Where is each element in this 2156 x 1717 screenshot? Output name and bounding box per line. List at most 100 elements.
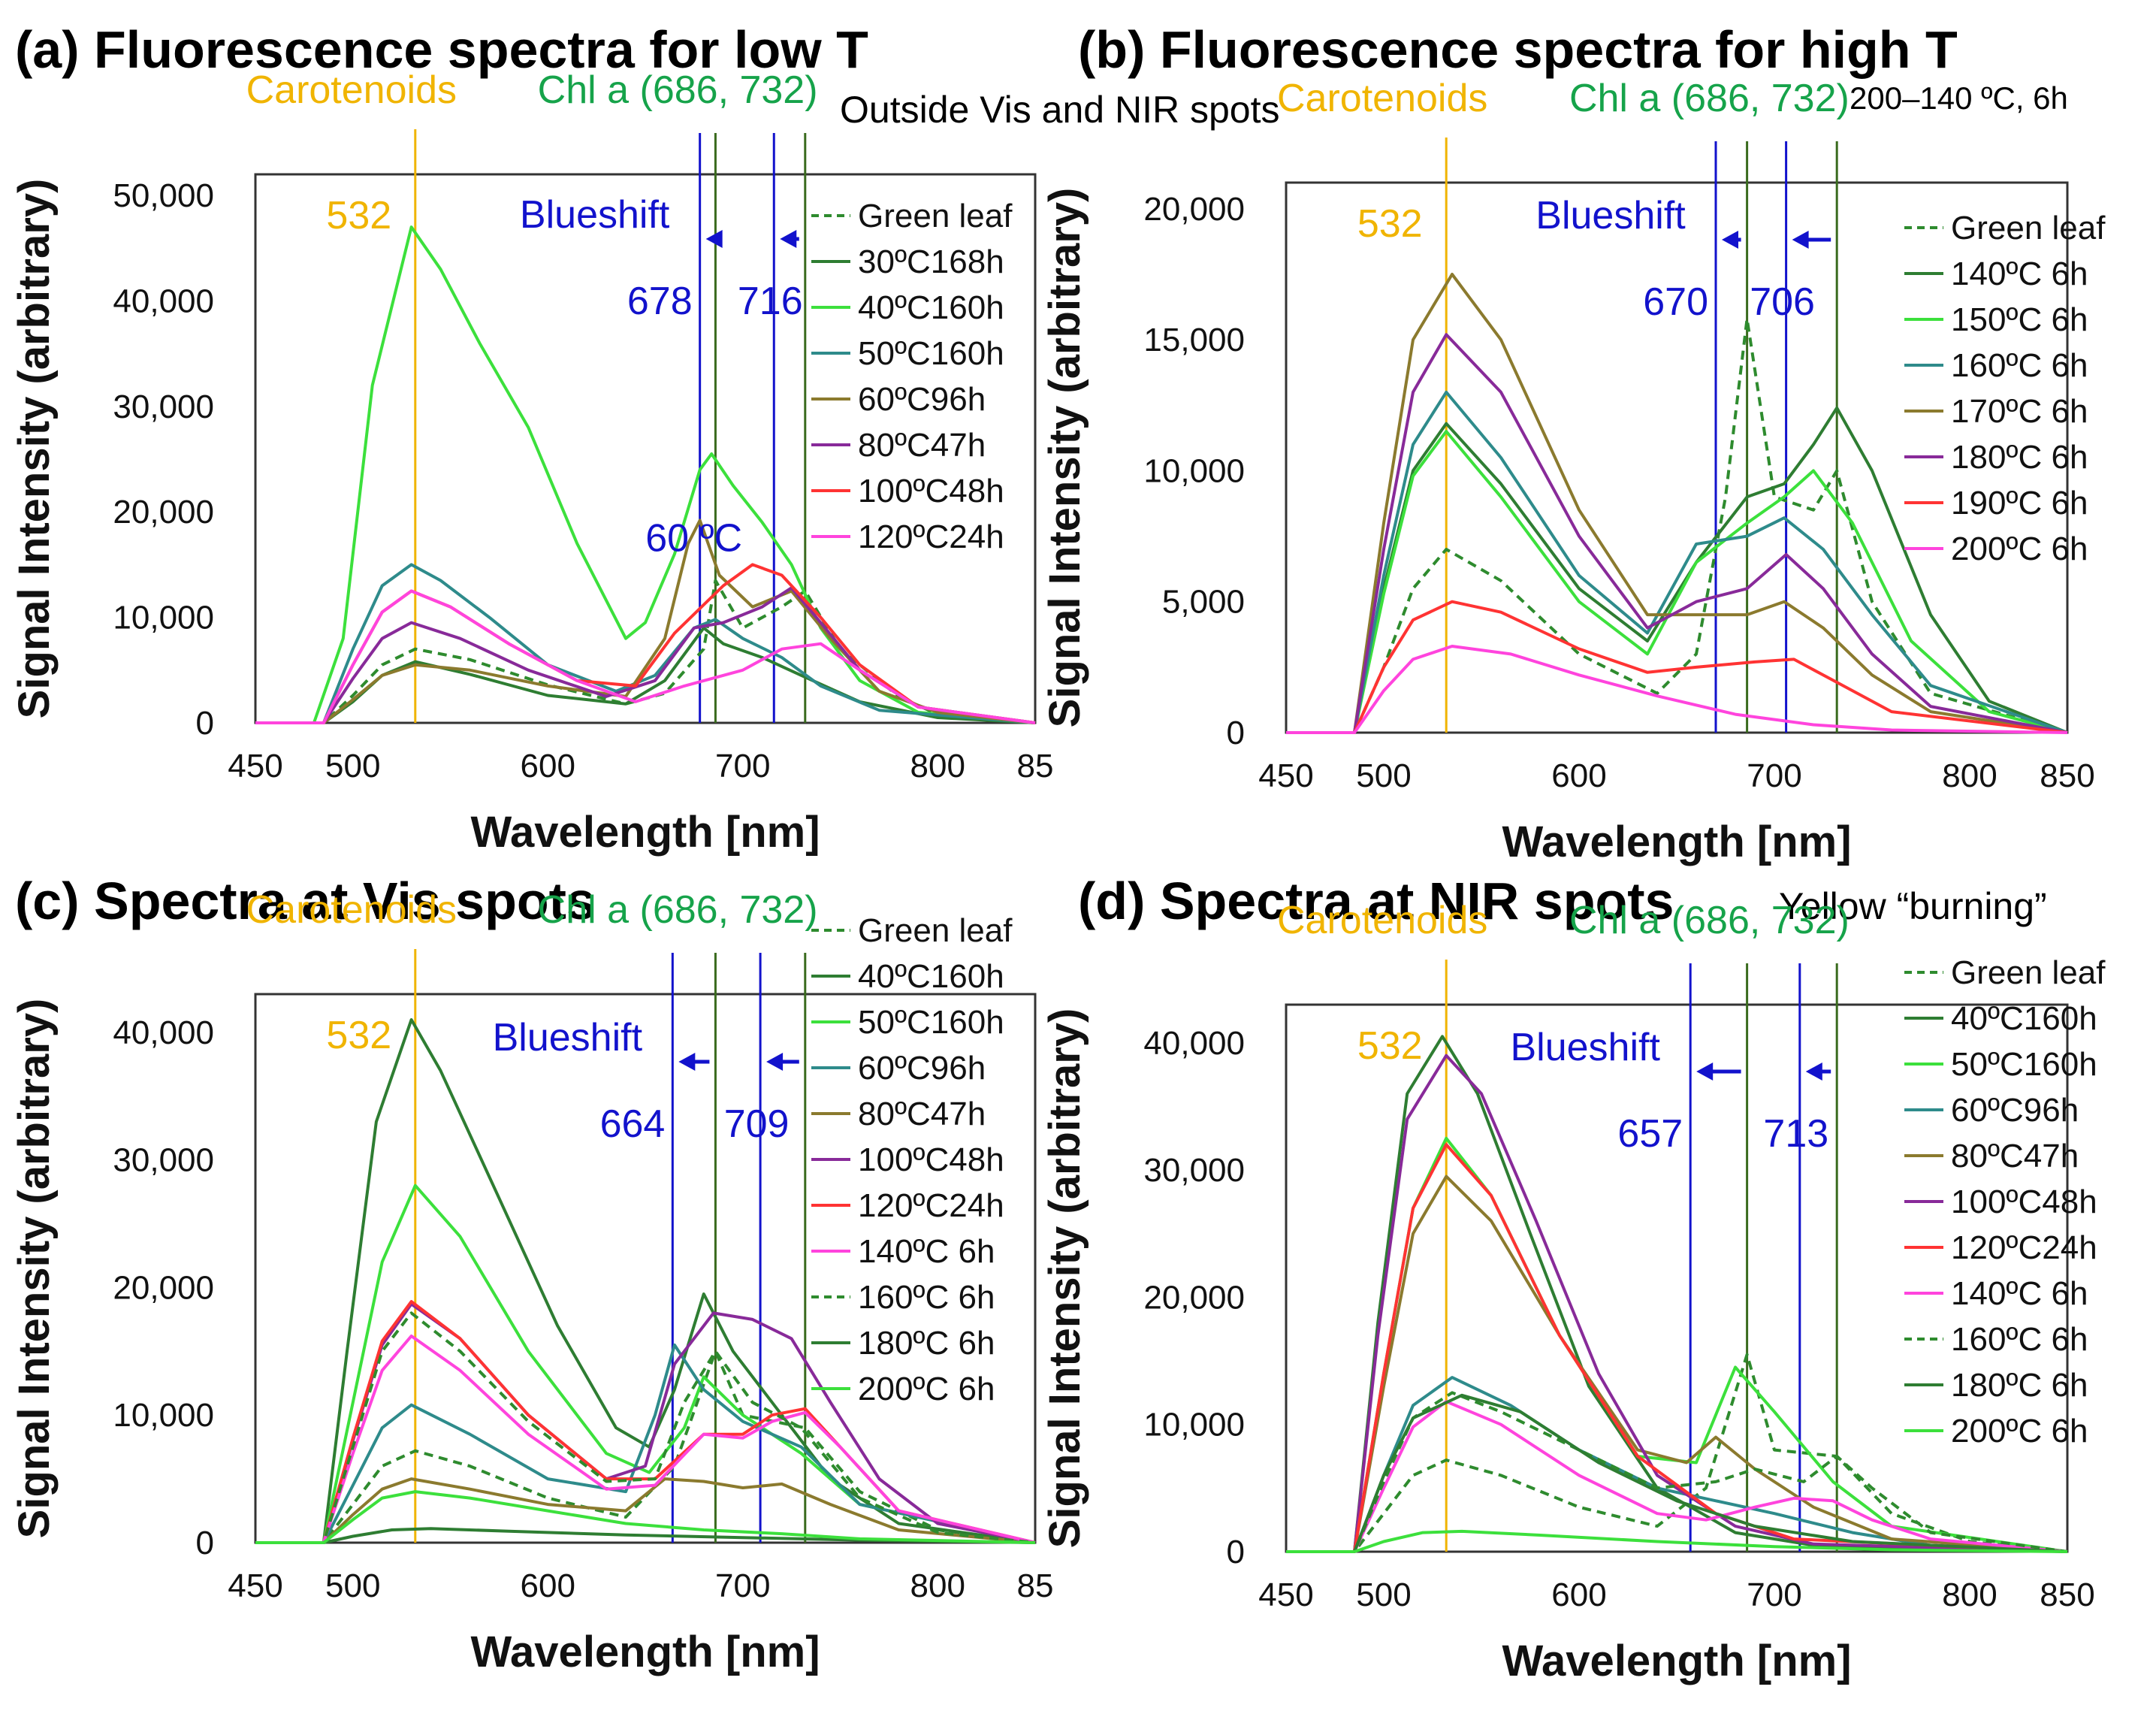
blueshift-peak-label: 716 (738, 280, 803, 323)
blueshift-peak-label: 706 (1750, 280, 1815, 324)
y-tick-label: 15,000 (1143, 322, 1245, 358)
y-tick-label: 5,000 (1162, 584, 1245, 621)
y-tick-label: 10,000 (113, 1397, 214, 1434)
series-line (255, 589, 1036, 724)
carotenoid-peak-label: 532 (326, 1014, 391, 1057)
x-tick-label: 85 (1017, 1567, 1054, 1604)
y-tick-label: 20,000 (113, 1269, 214, 1306)
legend-label: 200ºC 6h (858, 1371, 995, 1407)
carotenoid-peak-label: 532 (1357, 202, 1423, 246)
blueshift-arrow-head (705, 230, 723, 248)
carotenoids-label: Carotenoids (246, 68, 457, 112)
x-tick-label: 800 (1942, 1576, 1997, 1613)
series-line (255, 586, 1036, 724)
x-axis-label: Wavelength [nm] (1502, 818, 1851, 866)
y-tick-label: 20,000 (1143, 191, 1245, 228)
carotenoids-label: Carotenoids (246, 888, 457, 932)
y-axis-label: Signal Intensity (arbitrary) (1040, 1008, 1089, 1549)
series-line (1286, 1143, 2068, 1553)
series-line (1286, 273, 2068, 734)
blueshift-peak-label: 678 (627, 280, 693, 323)
series-line (255, 1343, 1036, 1544)
y-tick-label: 20,000 (113, 494, 214, 531)
series-line (255, 1350, 1036, 1544)
legend-label: Green leaf (858, 198, 1013, 234)
y-tick-label: 10,000 (1143, 1407, 1245, 1443)
x-axis-label: Wavelength [nm] (470, 808, 820, 857)
legend-label: 140ºC 6h (1951, 255, 2088, 292)
x-tick-label: 450 (228, 748, 282, 784)
chla-label: Chl a (686, 732) (538, 888, 818, 932)
x-tick-label: 700 (715, 748, 770, 784)
chla-label: Chl a (686, 732) (538, 68, 818, 112)
x-tick-label: 450 (1258, 757, 1313, 794)
x-tick-label: 500 (1356, 757, 1411, 794)
y-tick-label: 0 (1227, 715, 1245, 751)
blueshift-peak-label: 657 (1617, 1112, 1683, 1156)
panel-a-note: Outside Vis and NIR spots (840, 89, 1279, 131)
carotenoid-peak-label: 532 (1357, 1024, 1423, 1068)
x-tick-label: 700 (1747, 757, 1801, 794)
legend-label: 120ºC24h (1951, 1229, 2097, 1266)
temperature-annotation: 60 ºC (645, 516, 742, 560)
legend-label: 60ºC96h (1951, 1092, 2079, 1129)
panel-b-note: 200–140 ºC, 6h (1850, 80, 2068, 116)
legend-label: Green leaf (858, 912, 1013, 949)
legend-label: 200ºC 6h (1951, 531, 2088, 567)
blueshift-arrow-head (678, 1053, 696, 1071)
x-tick-label: 800 (1942, 757, 1997, 794)
legend-label: 100ºC48h (858, 473, 1004, 509)
series-line (255, 1477, 1036, 1544)
x-tick-label: 600 (1551, 757, 1606, 794)
x-tick-label: 450 (228, 1567, 282, 1604)
legend-label: 80ºC47h (858, 1096, 986, 1132)
panel-b-plot: 450 500 600 700 800 850 0 5,000 10,000 15,000 20,0… (1040, 77, 2106, 866)
series-line (255, 1490, 1036, 1544)
blueshift-arrow-head (1696, 1063, 1714, 1081)
series-line (1286, 1400, 2068, 1553)
legend-label: 80ºC47h (1951, 1138, 2079, 1174)
legend-label: 140ºC 6h (858, 1233, 995, 1270)
x-tick-label: 85 (1017, 748, 1054, 784)
series-line (1286, 1353, 2068, 1553)
panel-c-title: (c) Spectra at Vis spots (15, 872, 596, 930)
x-tick-label: 600 (1551, 1576, 1606, 1613)
series-line (255, 1183, 1036, 1544)
y-tick-label: 10,000 (113, 600, 214, 636)
series-line (255, 1018, 1036, 1544)
y-axis-label: Signal Intensity (arbitrary) (10, 179, 59, 719)
x-tick-label: 850 (2040, 1576, 2094, 1613)
panel-b: (b) Fluorescence spectra for high T 200–… (1040, 20, 2106, 866)
panel-b-title: (b) Fluorescence spectra for high T (1078, 20, 1958, 79)
blueshift-peak-label: 670 (1643, 280, 1708, 324)
blueshift-label: Blueshift (1510, 1026, 1660, 1069)
legend-label: 140ºC 6h (1951, 1275, 2088, 1312)
x-tick-label: 850 (2040, 757, 2094, 794)
blueshift-arrow-head (1792, 231, 1809, 249)
series-line (1286, 1053, 2068, 1553)
plot-frame (254, 993, 1037, 1544)
legend-label: 40ºC160h (1951, 1000, 2097, 1037)
legend-label: 170ºC 6h (1951, 393, 2088, 430)
legend-label: 40ºC160h (858, 958, 1004, 995)
panel-a-title: (a) Fluorescence spectra for low T (15, 20, 868, 79)
panel-c-plot: 450 500 600 700 800 85 0 10,000 20,000 30,000 40,0… (10, 888, 1053, 1676)
y-axis-label: Signal Intensity (arbitrary) (1040, 188, 1089, 728)
legend-label: 160ºC 6h (858, 1279, 995, 1316)
legend-label: 60ºC96h (858, 1050, 986, 1087)
legend-label: 30ºC168h (858, 243, 1004, 280)
y-tick-label: 0 (196, 705, 214, 742)
series-line (255, 1527, 1036, 1544)
series-line (1286, 1393, 2068, 1553)
x-tick-label: 700 (715, 1567, 770, 1604)
y-tick-label: 30,000 (113, 388, 214, 425)
series-line (255, 518, 1036, 724)
chla-label: Chl a (686, 732) (1569, 77, 1850, 120)
plot-frame (1285, 181, 2069, 734)
y-tick-label: 0 (196, 1525, 214, 1561)
legend-label: 50ºC160h (858, 335, 1004, 372)
panel-c: (c) Spectra at Vis spots 450 500 600 700 800… (10, 872, 1053, 1676)
series-line (255, 563, 1036, 724)
panel-a: (a) Fluorescence spectra for low T Outsi… (10, 20, 1279, 857)
legend-label: 60ºC96h (858, 381, 986, 418)
